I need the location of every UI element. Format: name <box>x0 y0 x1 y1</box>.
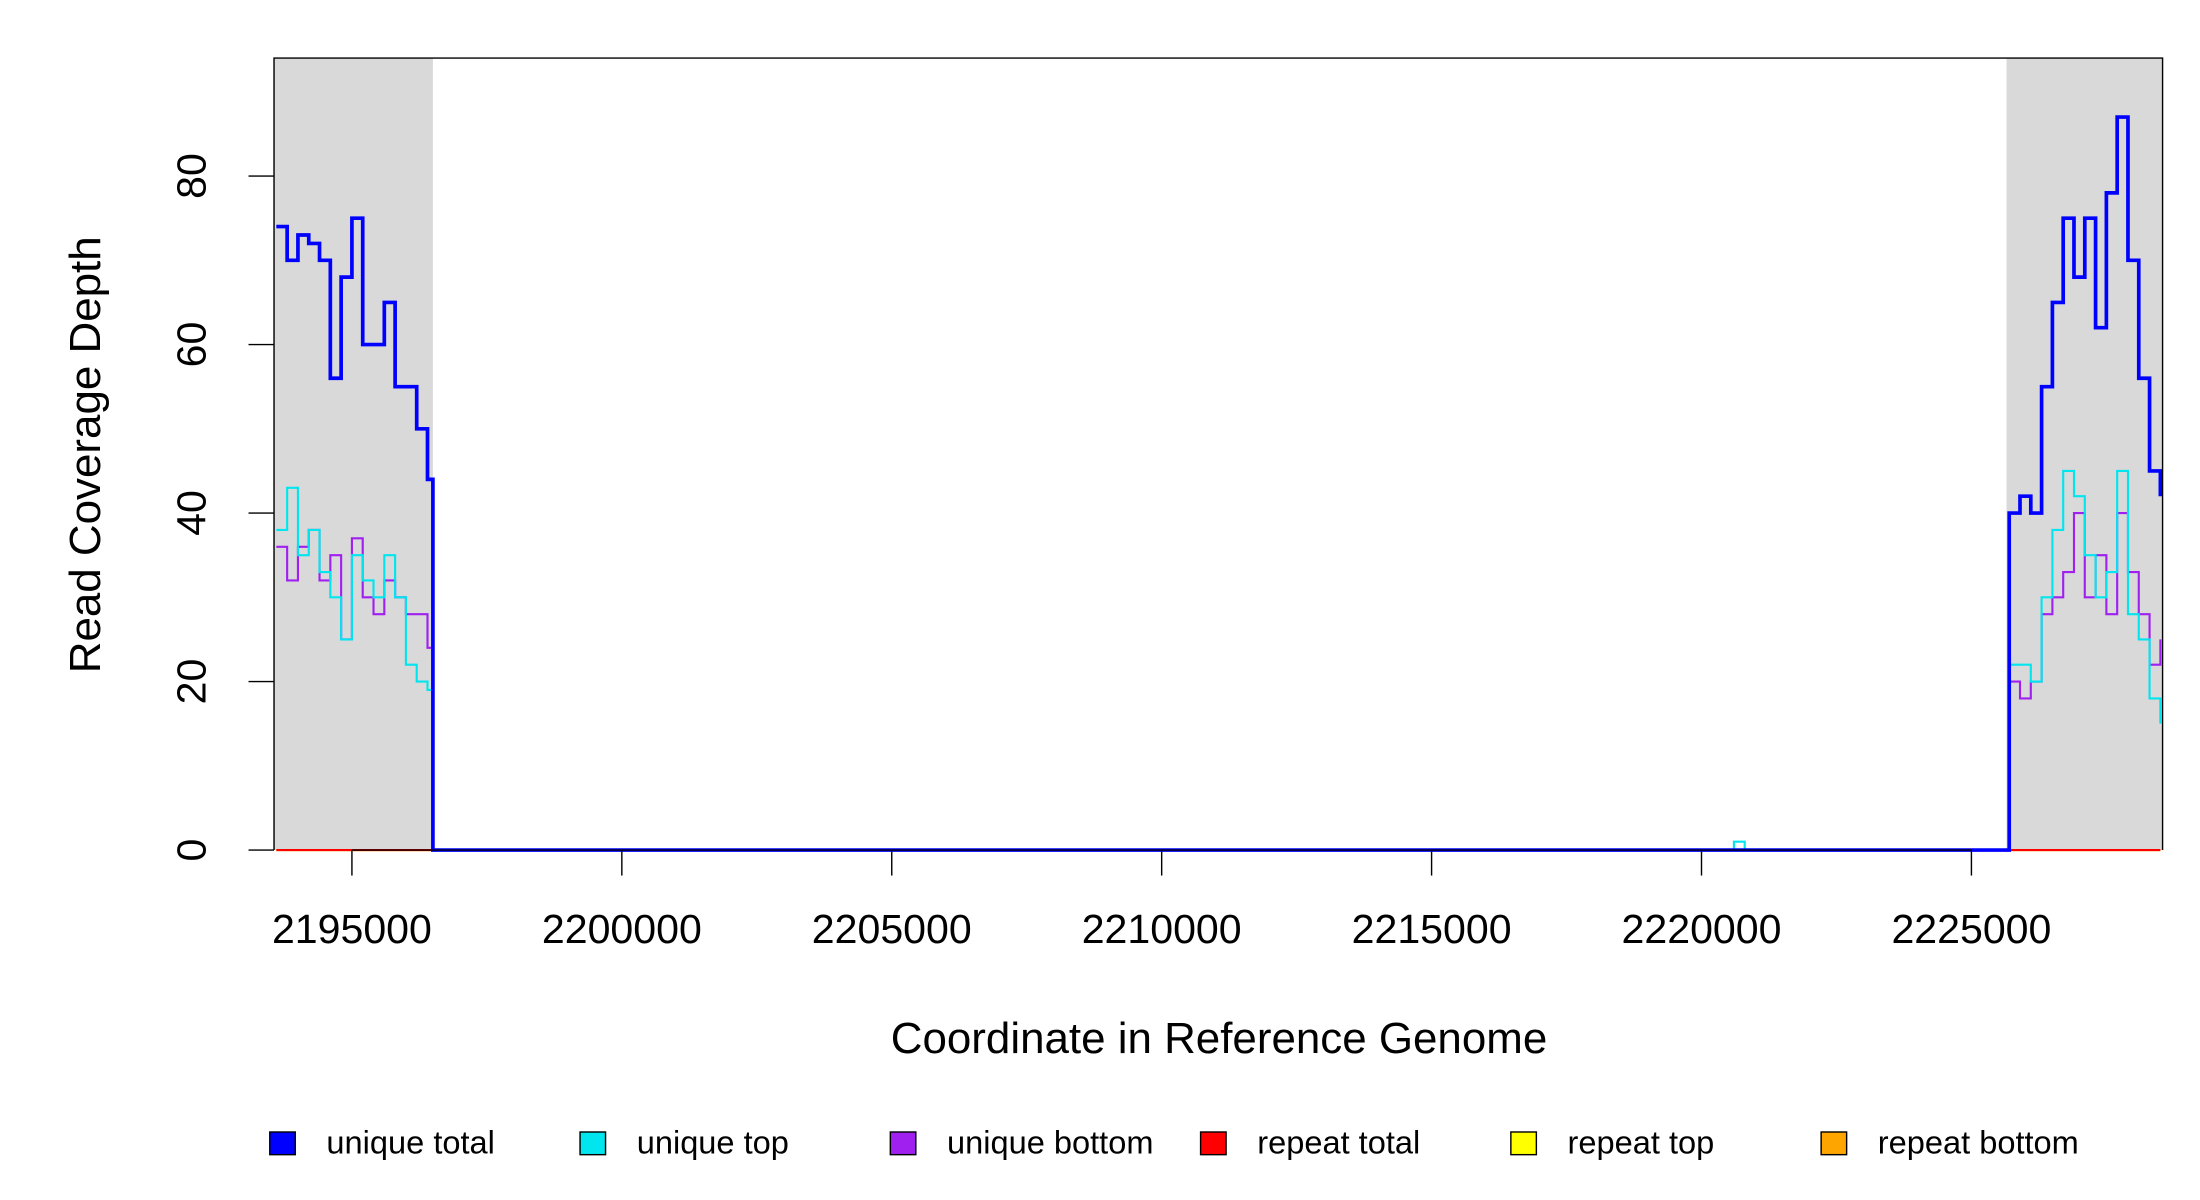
legend-label: repeat bottom <box>1878 1124 2079 1160</box>
y-tick-label: 40 <box>169 490 215 536</box>
y-tick-label: 60 <box>169 322 215 368</box>
highlight-region <box>274 58 433 851</box>
series-line <box>276 469 2162 852</box>
x-tick-label: 2195000 <box>272 906 432 952</box>
x-tick-label: 2225000 <box>1891 906 2051 952</box>
plot-frame <box>273 57 2164 851</box>
legend-swatch <box>1510 1131 1538 1156</box>
x-tick-label: 2200000 <box>542 906 702 952</box>
x-tick-label: 2205000 <box>812 906 972 952</box>
legend-label: unique total <box>326 1124 494 1160</box>
x-tick-label: 2215000 <box>1352 906 1512 952</box>
legend-label: repeat top <box>1568 1124 1715 1160</box>
y-tick-label: 80 <box>169 153 215 199</box>
x-tick-label: 2220000 <box>1622 906 1782 952</box>
y-tick-label: 20 <box>169 659 215 705</box>
legend-swatch <box>579 1131 607 1156</box>
legend-swatch <box>889 1131 917 1156</box>
legend-label: repeat total <box>1257 1124 1420 1160</box>
series-line <box>276 511 2162 852</box>
y-axis-label: Read Coverage Depth <box>61 236 110 673</box>
x-axis-label: Coordinate in Reference Genome <box>891 1014 1548 1063</box>
legend-swatch <box>1199 1131 1227 1156</box>
y-tick-label: 0 <box>169 839 215 862</box>
series-line <box>276 115 2163 852</box>
legend-label: unique top <box>637 1124 789 1160</box>
legend-swatch <box>1820 1131 1848 1156</box>
legend-label: unique bottom <box>947 1124 1153 1160</box>
x-tick-label: 2210000 <box>1082 906 1242 952</box>
highlight-region <box>2006 58 2163 851</box>
legend-swatch <box>269 1131 296 1156</box>
